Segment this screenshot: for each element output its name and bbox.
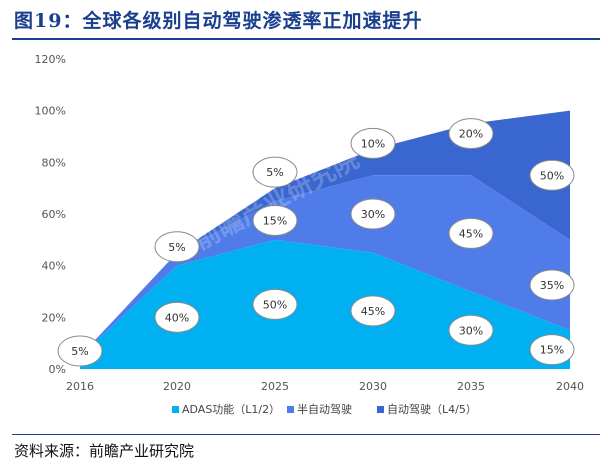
data-label-bubble	[529, 269, 575, 301]
data-label: 40%	[165, 311, 189, 324]
x-tick-label: 2035	[457, 380, 485, 393]
data-label: 30%	[459, 324, 483, 337]
area-series-2	[80, 175, 570, 357]
data-label-bubble	[252, 288, 298, 320]
area-series-1	[80, 239, 570, 369]
data-label: 5%	[168, 241, 185, 254]
data-label: 30%	[361, 208, 385, 221]
x-tick-label: 2020	[163, 380, 191, 393]
y-tick-label: 20%	[42, 311, 66, 324]
legend-label: 半自动驾驶	[297, 402, 352, 416]
data-label-bubble	[252, 156, 298, 188]
y-tick-label: 0%	[49, 363, 66, 376]
data-label: 10%	[361, 137, 385, 150]
data-label: 5%	[71, 345, 88, 358]
x-tick-label: 2025	[261, 380, 289, 393]
data-label-bubble	[350, 127, 396, 159]
data-label: 35%	[540, 279, 564, 292]
y-tick-label: 80%	[42, 156, 66, 169]
data-label-bubble	[350, 198, 396, 230]
x-tick-label: 2016	[66, 380, 94, 393]
data-label-bubble	[57, 335, 103, 367]
data-label-bubble	[350, 295, 396, 327]
y-tick-label: 60%	[42, 208, 66, 221]
data-label-bubble	[529, 334, 575, 366]
legend-swatch	[377, 406, 384, 413]
figure-title: 图19：全球各级别自动驾驶渗透率正加速提升	[14, 10, 423, 32]
y-tick-label: 100%	[35, 105, 66, 118]
title-rule	[12, 38, 600, 40]
data-label-bubble	[529, 159, 575, 191]
data-label-bubble	[154, 231, 200, 263]
legend-swatch	[287, 406, 294, 413]
x-tick-label: 2030	[359, 380, 387, 393]
data-label: 45%	[361, 305, 385, 318]
data-label: 20%	[459, 128, 483, 141]
data-label-bubble	[448, 217, 494, 249]
data-label: 5%	[266, 166, 283, 179]
data-label: 50%	[263, 298, 287, 311]
source-note: 资料来源：前瞻产业研究院	[14, 442, 195, 460]
y-tick-label: 120%	[35, 53, 66, 66]
source-rule	[12, 434, 600, 435]
data-label-bubble	[448, 314, 494, 346]
area-series-3	[80, 110, 570, 357]
data-label: 45%	[459, 227, 483, 240]
data-label: 15%	[263, 214, 287, 227]
data-label: 15%	[540, 344, 564, 357]
legend-swatch	[172, 406, 179, 413]
data-label-bubble	[154, 301, 200, 333]
y-tick-label: 40%	[42, 260, 66, 273]
x-tick-label: 2040	[556, 380, 584, 393]
legend-label: 自动驾驶（L4/5）	[387, 402, 477, 416]
data-label-bubble	[252, 204, 298, 236]
data-label: 50%	[540, 169, 564, 182]
data-label-bubble	[448, 118, 494, 150]
legend-label: ADAS功能（L1/2）	[182, 402, 280, 416]
